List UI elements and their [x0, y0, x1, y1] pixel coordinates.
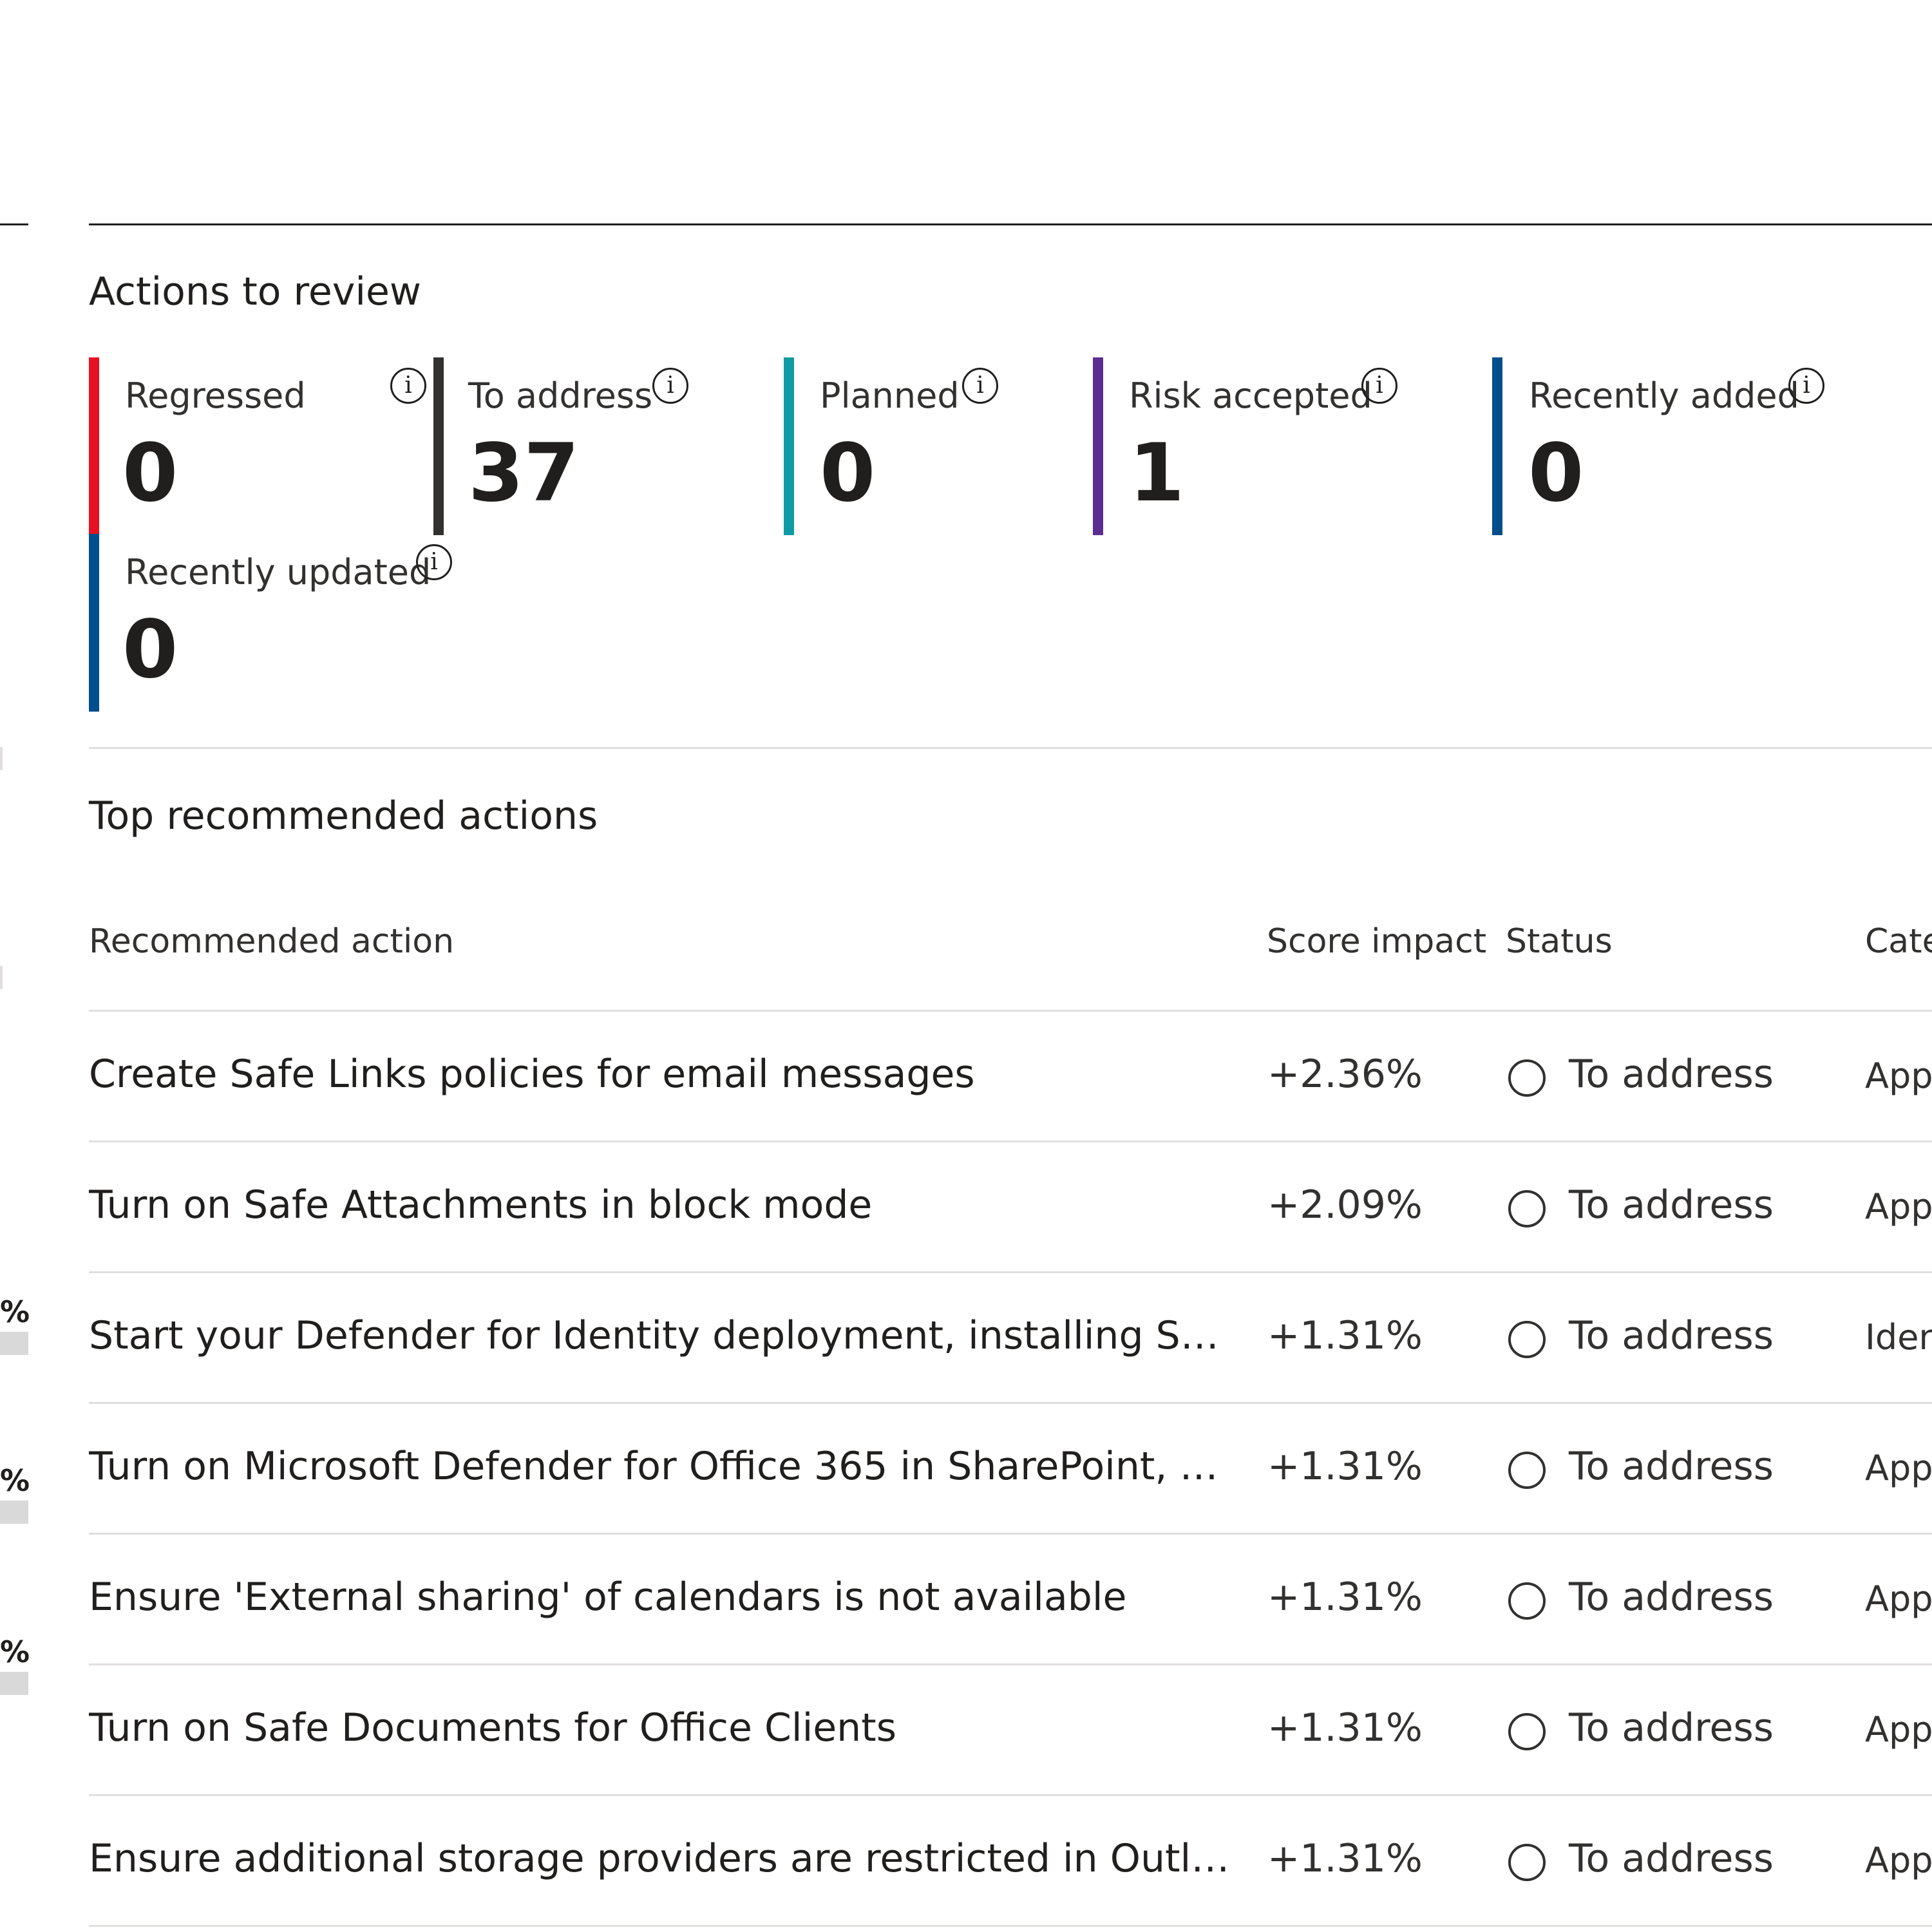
- metric-recently-added[interactable]: Recently added i 0: [1492, 357, 1853, 535]
- recommended-action-link[interactable]: Turn on Safe Documents for Office Client…: [89, 1705, 896, 1750]
- status-text: To address: [1569, 1836, 1774, 1881]
- status-text: To address: [1569, 1052, 1774, 1097]
- table-row[interactable]: Ensure 'External sharing' of calendars i…: [0, 1535, 1932, 1665]
- score-impact: +1.31%: [1267, 1313, 1423, 1358]
- section-divider: [89, 747, 1932, 749]
- metric-stripe: [89, 534, 99, 712]
- metric-recently-updated[interactable]: Recently updated i 0: [89, 534, 475, 712]
- left-panel-progress-bar: [0, 1672, 28, 1695]
- metric-value: 0: [820, 427, 876, 520]
- row-divider: [89, 1663, 1932, 1665]
- column-header-category[interactable]: Cate: [1865, 922, 1932, 961]
- metric-stripe: [1492, 357, 1502, 535]
- status-text: To address: [1569, 1182, 1774, 1227]
- info-icon[interactable]: i: [416, 544, 452, 580]
- metric-stripe: [784, 357, 794, 535]
- category-text: App: [1865, 1578, 1932, 1619]
- metric-regressed[interactable]: Regressed i 0: [89, 357, 426, 535]
- status-circle-icon: [1508, 1321, 1546, 1358]
- row-divider: [89, 1402, 1932, 1404]
- status-circle-icon: [1508, 1452, 1546, 1489]
- category-text: App: [1865, 1186, 1932, 1227]
- metric-value: 37: [468, 427, 580, 520]
- status-circle-icon: [1508, 1844, 1546, 1881]
- metric-planned[interactable]: Planned i 0: [784, 357, 1028, 535]
- status-circle-icon: [1508, 1713, 1546, 1750]
- recommended-action-link[interactable]: Create Safe Links policies for email mes…: [89, 1052, 975, 1097]
- category-text: App: [1865, 1448, 1932, 1488]
- metric-stripe: [433, 357, 444, 535]
- category-text: App: [1865, 1709, 1932, 1750]
- recommended-action-link[interactable]: Turn on Microsoft Defender for Office 36…: [89, 1444, 1242, 1489]
- metric-label: Planned: [820, 375, 960, 416]
- left-panel-percent: %: [0, 1294, 30, 1329]
- row-divider: [89, 1141, 1932, 1142]
- table-row[interactable]: Ensure additional storage providers are …: [0, 1796, 1932, 1927]
- metric-label: Recently added: [1529, 375, 1799, 416]
- score-impact: +1.31%: [1267, 1444, 1423, 1489]
- status-text: To address: [1569, 1575, 1774, 1620]
- column-header-status[interactable]: Status: [1506, 922, 1613, 961]
- category-text: Iden: [1865, 1317, 1932, 1358]
- status-text: To address: [1569, 1313, 1774, 1358]
- recommended-action-link[interactable]: Ensure 'External sharing' of calendars i…: [89, 1575, 1127, 1620]
- main-panel-divider: [89, 223, 1932, 225]
- table-header-divider: [89, 1010, 1932, 1012]
- metric-label: To address: [468, 375, 653, 416]
- info-icon[interactable]: i: [962, 368, 998, 404]
- row-divider: [89, 1271, 1932, 1273]
- table-row[interactable]: Turn on Safe Documents for Office Client…: [0, 1665, 1932, 1796]
- metric-risk-accepted[interactable]: Risk accepted i 1: [1093, 357, 1402, 535]
- column-header-recommended-action[interactable]: Recommended action: [89, 922, 455, 961]
- row-divider: [89, 1925, 1932, 1927]
- recommended-action-link[interactable]: Turn on Safe Attachments in block mode: [89, 1182, 873, 1227]
- row-divider: [89, 1533, 1932, 1535]
- left-panel-edge: [0, 966, 3, 989]
- score-impact: +1.31%: [1267, 1575, 1423, 1620]
- status-text: To address: [1569, 1444, 1774, 1489]
- metric-stripe: [89, 357, 99, 535]
- info-icon[interactable]: i: [1788, 368, 1824, 404]
- status-circle-icon: [1508, 1059, 1546, 1097]
- left-panel-percent: %: [0, 1463, 30, 1498]
- metric-to-address[interactable]: To address i 37: [433, 357, 704, 535]
- left-panel-percent: %: [0, 1634, 30, 1669]
- score-impact: +2.09%: [1267, 1182, 1423, 1227]
- left-panel-progress-bar: [0, 1332, 28, 1355]
- info-icon[interactable]: i: [1361, 368, 1397, 404]
- category-text: App: [1865, 1056, 1932, 1096]
- metric-value: 1: [1129, 427, 1185, 520]
- metric-label: Recently updated: [125, 552, 431, 592]
- score-impact: +1.31%: [1267, 1836, 1423, 1881]
- row-divider: [89, 1794, 1932, 1796]
- column-header-score-impact[interactable]: Score impact: [1267, 922, 1487, 961]
- score-impact: +1.31%: [1267, 1705, 1423, 1750]
- status-circle-icon: [1508, 1190, 1546, 1227]
- status-text: To address: [1569, 1705, 1774, 1750]
- info-icon[interactable]: i: [390, 368, 426, 404]
- metric-value: 0: [1528, 427, 1584, 520]
- metric-label: Regressed: [125, 375, 306, 416]
- metric-value: 0: [122, 603, 178, 696]
- recommended-action-link[interactable]: Ensure additional storage providers are …: [89, 1836, 1242, 1881]
- metric-stripe: [1093, 357, 1103, 535]
- status-circle-icon: [1508, 1582, 1546, 1620]
- table-row[interactable]: Create Safe Links policies for email mes…: [0, 1012, 1932, 1142]
- left-panel-divider: [0, 223, 28, 225]
- recommended-action-link[interactable]: Start your Defender for Identity deploym…: [89, 1313, 1242, 1358]
- metric-value: 0: [122, 427, 178, 520]
- info-icon[interactable]: i: [652, 368, 688, 404]
- metric-label: Risk accepted: [1129, 375, 1372, 416]
- top-recommended-actions-title: Top recommended actions: [89, 793, 598, 838]
- table-row[interactable]: Turn on Microsoft Defender for Office 36…: [0, 1404, 1932, 1535]
- left-panel-edge: [0, 747, 3, 770]
- table-row[interactable]: Start your Defender for Identity deploym…: [0, 1273, 1932, 1404]
- left-panel-progress-bar: [0, 1501, 28, 1524]
- score-impact: +2.36%: [1267, 1052, 1423, 1097]
- table-row[interactable]: Turn on Safe Attachments in block mode +…: [0, 1142, 1932, 1273]
- actions-to-review-title: Actions to review: [89, 269, 421, 314]
- category-text: App: [1865, 1840, 1932, 1880]
